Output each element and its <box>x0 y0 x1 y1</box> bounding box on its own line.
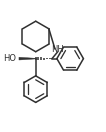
Text: NH: NH <box>51 45 64 54</box>
Text: HO: HO <box>3 54 16 63</box>
Polygon shape <box>19 57 36 60</box>
